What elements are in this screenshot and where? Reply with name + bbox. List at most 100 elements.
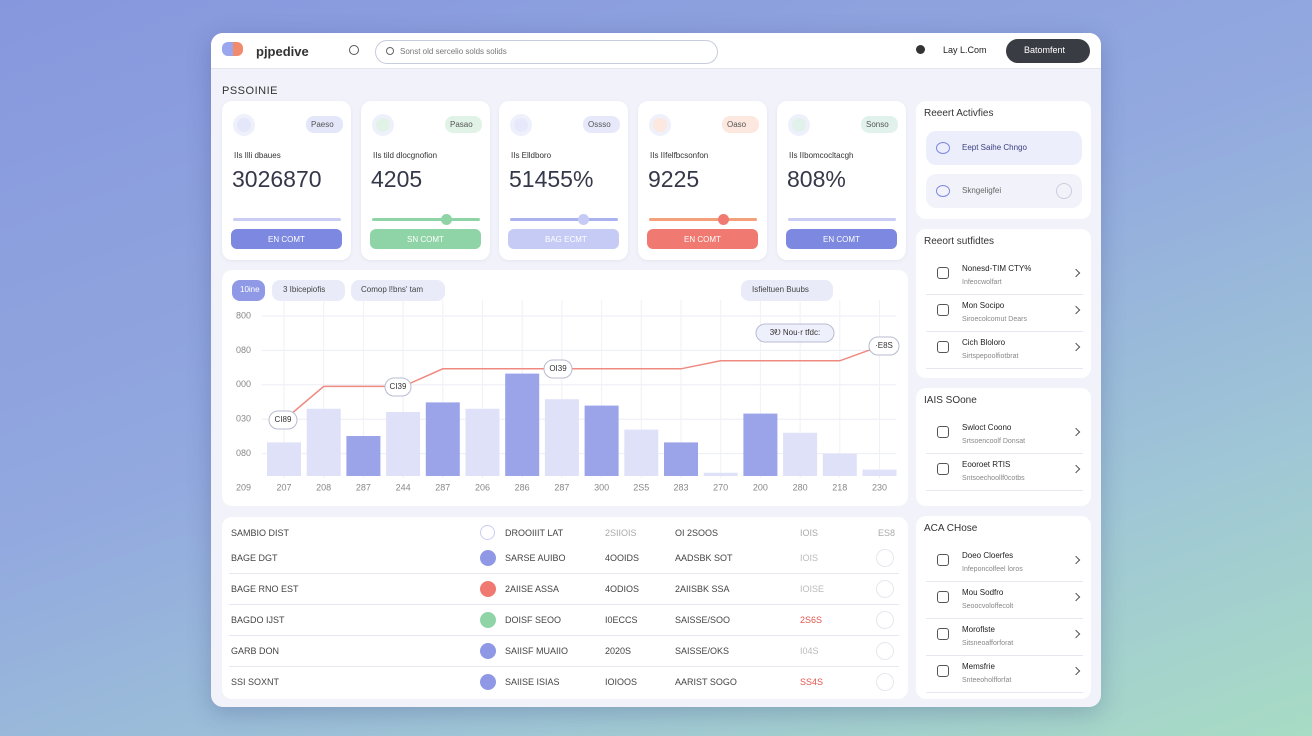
table-cell: BAGDO IJST — [231, 615, 285, 625]
chart-tab-label[interactable]: 10ine — [240, 285, 260, 294]
row-divider — [229, 635, 899, 636]
row-action[interactable] — [876, 642, 894, 660]
chart-tab-label[interactable]: Comop l!bns' tam — [361, 285, 423, 294]
row-action[interactable] — [876, 673, 894, 691]
list-title: Moroflste — [962, 625, 995, 634]
section-title: PSSOINIE — [222, 85, 278, 97]
kpi-slider — [233, 218, 341, 221]
table-cell: AARIST SOGO — [675, 677, 737, 687]
kpi-badge-label: Pasao — [450, 120, 473, 129]
kpi-icon — [510, 114, 532, 136]
activity-title: Eept Saihe Chngo — [962, 143, 1027, 152]
kpi-button[interactable] — [231, 229, 342, 249]
activity-item[interactable] — [926, 131, 1082, 165]
kpi-icon — [233, 114, 255, 136]
header-button-label[interactable]: Batomfent — [1024, 45, 1066, 55]
row-divider — [229, 604, 899, 605]
table-cell: GARB DON — [231, 646, 280, 656]
kpi-label: IIs tild dlocgnofion — [373, 151, 438, 160]
logo-icon — [233, 42, 243, 56]
list-row[interactable] — [926, 545, 1083, 582]
list-row[interactable] — [926, 295, 1083, 332]
list-row[interactable] — [926, 332, 1083, 369]
kpi-button-label[interactable]: EN COMT — [823, 235, 860, 244]
search-box[interactable] — [375, 40, 718, 64]
list-row[interactable] — [926, 582, 1083, 619]
list-icon — [937, 463, 949, 475]
list-row[interactable] — [926, 619, 1083, 656]
kpi-slider-knob[interactable] — [718, 214, 729, 225]
row-divider — [229, 573, 899, 574]
row-action[interactable] — [876, 580, 894, 598]
kpi-button-label[interactable]: EN COMT — [684, 235, 721, 244]
chart-tab[interactable] — [272, 280, 345, 301]
table-cell: DOISF SEOO — [505, 615, 562, 625]
table-header: ES8 — [878, 528, 896, 538]
status-dot — [480, 643, 496, 659]
user-name[interactable]: Lay L.Com — [943, 45, 987, 55]
kpi-badge-label: Sonso — [866, 120, 889, 129]
table-header: 2SIIOIS — [605, 528, 637, 538]
row-action[interactable] — [876, 549, 894, 567]
table-cell: SAIISE ISIAS — [505, 677, 560, 687]
kpi-button-label[interactable]: BAG ECMT — [545, 235, 587, 244]
table-cell: SAIISF MUAIIO — [505, 646, 569, 656]
chart-tab[interactable] — [741, 280, 833, 301]
kpi-slider-knob[interactable] — [441, 214, 452, 225]
table-cell: AADSBK SOT — [675, 553, 733, 563]
table-cell: SAISSE/SOO — [675, 615, 731, 625]
list-row[interactable] — [926, 454, 1083, 491]
chart-tab[interactable] — [232, 280, 265, 301]
kpi-label: IIs Illi dbaues — [234, 151, 281, 160]
list-icon — [937, 591, 949, 603]
search-icon — [386, 47, 394, 55]
list-subtitle: Snteeoholfforfat — [962, 677, 1012, 684]
kpi-label: IIs IIfelfbcsonfon — [650, 151, 709, 160]
kpi-badge-label: Ossso — [588, 120, 611, 129]
sidebar-panel — [916, 516, 1091, 699]
table-header: DROOIIIT LAT — [505, 528, 564, 538]
status-dot — [480, 550, 496, 566]
kpi-badge — [722, 116, 759, 133]
list-icon — [937, 341, 949, 353]
list-row[interactable] — [926, 417, 1083, 454]
activity-icon — [936, 185, 950, 197]
chart-tab-label[interactable]: Isfieltuen Buubs — [752, 285, 809, 294]
list-title: Mou Sodfro — [962, 588, 1004, 597]
activity-icon — [936, 142, 950, 154]
list-title: Mon Socipo — [962, 301, 1005, 310]
chart-tab[interactable] — [351, 280, 445, 301]
list-subtitle: Sitsneoafforforat — [962, 640, 1014, 647]
list-title: Swloct Coono — [962, 423, 1012, 432]
kpi-slider-knob[interactable] — [578, 214, 589, 225]
table-cell: IOIS — [800, 553, 819, 563]
kpi-badge — [583, 116, 620, 133]
kpi-badge — [445, 116, 482, 133]
kpi-button[interactable] — [647, 229, 758, 249]
table-cell: I0ECCS — [605, 615, 638, 625]
sidebar-title: Reeort sutfidtes — [924, 236, 995, 247]
table-cell: 2AIISE ASSA — [505, 584, 560, 594]
kpi-button-label[interactable]: SN COMT — [407, 235, 444, 244]
chart-tab-label[interactable]: 3 Ibicepiofis — [283, 285, 326, 294]
list-title: Doeo Cloerfes — [962, 551, 1014, 560]
settings-icon[interactable] — [349, 45, 359, 55]
header-button[interactable] — [1006, 39, 1090, 63]
list-icon — [937, 267, 949, 279]
kpi-button-label[interactable]: EN COMT — [268, 235, 305, 244]
kpi-slider — [788, 218, 896, 221]
row-action[interactable] — [876, 611, 894, 629]
kpi-button[interactable] — [786, 229, 897, 249]
sidebar-panel — [916, 388, 1091, 506]
kpi-button[interactable] — [508, 229, 619, 249]
list-row[interactable] — [926, 656, 1083, 693]
status-dot — [480, 674, 496, 690]
list-title: Cich Bloloro — [962, 338, 1006, 347]
kpi-button[interactable] — [370, 229, 481, 249]
list-subtitle: Siroecolcomut Dears — [962, 316, 1027, 323]
list-row[interactable] — [926, 258, 1083, 295]
status-dot — [916, 45, 925, 54]
status-dot — [480, 581, 496, 597]
list-subtitle: Infeocwolfart — [962, 279, 1002, 286]
kpi-badge — [861, 116, 898, 133]
